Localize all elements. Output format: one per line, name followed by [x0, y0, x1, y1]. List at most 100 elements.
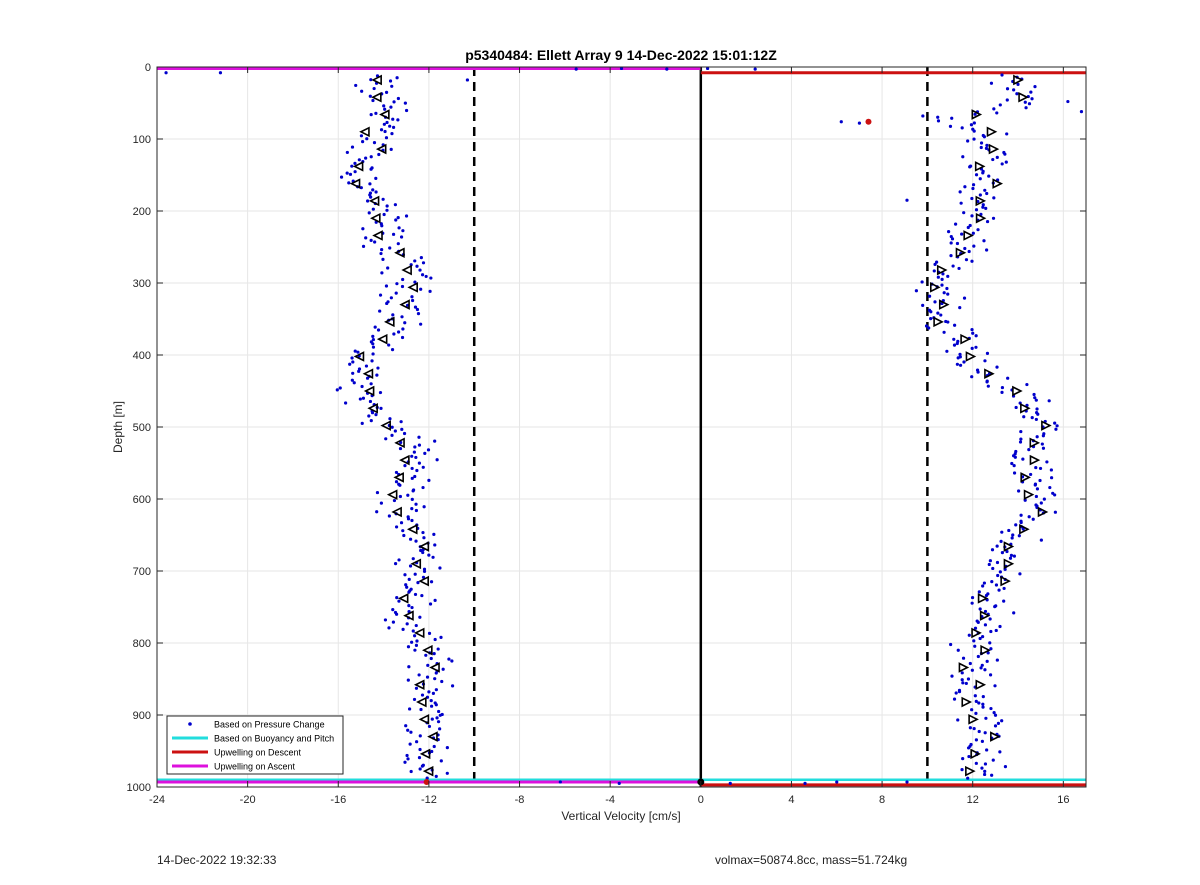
pressure-change-point: [384, 437, 388, 441]
pressure-change-point: [982, 239, 986, 243]
pressure-change-point: [416, 312, 421, 316]
pressure-change-point: [971, 183, 976, 187]
pressure-change-point: [450, 684, 455, 688]
pressure-change-point: [985, 351, 990, 355]
pressure-change-point: [982, 581, 987, 585]
pressure-change-point: [372, 86, 376, 91]
buoyancy-triangle-marker: [399, 299, 410, 310]
pressure-change-point: [436, 647, 440, 651]
pressure-change-point: [1038, 478, 1042, 483]
pressure-change-point: [408, 537, 413, 541]
pressure-change-point: [406, 728, 410, 732]
pressure-change-point: [995, 155, 999, 160]
y-tick-label: 300: [133, 278, 151, 290]
pressure-change-point: [428, 289, 432, 293]
pressure-change-point: [1000, 550, 1004, 555]
pressure-change-point: [1014, 405, 1018, 410]
pressure-change-point: [393, 203, 397, 207]
pressure-change-point: [361, 396, 366, 400]
pressure-change-point: [970, 327, 974, 332]
pressure-change-point: [434, 688, 438, 692]
pressure-change-point: [383, 107, 387, 111]
pressure-change-point: [398, 494, 402, 499]
pressure-change-point: [351, 371, 355, 375]
buoyancy-triangle-marker: [975, 679, 987, 691]
pressure-change-point: [413, 280, 417, 284]
pressure-change-point: [968, 661, 972, 666]
pressure-change-point: [381, 257, 385, 261]
pressure-change-point: [1000, 530, 1004, 534]
buoyancy-triangle-marker: [359, 126, 370, 138]
pressure-change-point: [387, 343, 391, 347]
pressure-change-point: [968, 223, 972, 228]
pressure-change-point: [967, 249, 971, 254]
pressure-change-point: [1031, 517, 1035, 521]
pressure-change-point: [378, 309, 382, 313]
legend-pressure-label: Based on Pressure Change: [214, 720, 325, 730]
pressure-change-point: [344, 401, 348, 405]
pressure-change-point: [970, 601, 974, 605]
pressure-change-point: [371, 342, 375, 346]
pressure-change-point: [401, 529, 405, 533]
pressure-change-point: [974, 345, 978, 349]
buoyancy-triangle-marker: [1019, 523, 1030, 535]
outlier-point: [1066, 99, 1070, 104]
pressure-change-point: [981, 635, 985, 639]
pressure-change-point: [957, 266, 961, 271]
pressure-change-point: [359, 186, 363, 190]
pressure-change-point: [396, 330, 401, 334]
pressure-change-point: [978, 177, 982, 181]
pressure-change-point: [990, 580, 994, 584]
pressure-change-point: [391, 620, 396, 624]
pressure-change-point: [364, 236, 368, 240]
pressure-change-point: [433, 677, 437, 681]
pressure-change-point: [1019, 513, 1023, 517]
pressure-change-point: [988, 559, 992, 563]
pressure-change-point: [416, 581, 420, 585]
pressure-change-point: [927, 326, 931, 330]
pressure-change-point: [392, 332, 396, 336]
pressure-change-point: [983, 731, 987, 735]
pressure-change-point: [407, 577, 411, 582]
pressure-change-point: [985, 380, 989, 384]
pressure-change-point: [963, 246, 967, 251]
pressure-change-point: [420, 693, 425, 697]
pressure-change-point: [401, 229, 405, 233]
pressure-change-point: [421, 261, 426, 265]
pressure-change-point: [369, 167, 373, 171]
pressure-change-point: [418, 734, 422, 738]
pressure-change-point: [433, 637, 437, 642]
legend-box: [166, 715, 344, 775]
pressure-change-point: [348, 172, 353, 176]
pressure-change-point: [961, 681, 965, 685]
pressure-change-point: [425, 695, 430, 699]
pressure-change-point: [1034, 465, 1038, 470]
pressure-change-point: [981, 203, 985, 207]
pressure-change-point: [400, 335, 405, 340]
pressure-change-point: [995, 658, 999, 662]
buoyancy-triangle-marker: [363, 385, 375, 397]
pressure-change-point: [991, 216, 996, 220]
pressure-change-point: [948, 124, 953, 128]
pressure-change-point: [1034, 417, 1038, 422]
pressure-change-point: [429, 699, 433, 703]
pressure-change-point: [972, 137, 976, 141]
pressure-change-point: [1021, 457, 1025, 461]
pressure-change-point: [419, 256, 423, 260]
pressure-change-point: [974, 208, 979, 212]
outlier-point: [164, 71, 168, 75]
pressure-change-point: [401, 627, 405, 631]
pressure-change-point: [415, 307, 420, 312]
outlier-point: [218, 71, 223, 75]
outlier-point: [1079, 110, 1084, 114]
buoyancy-triangle-marker: [936, 264, 948, 276]
pressure-change-point: [403, 321, 407, 325]
buoyancy-triangle-marker: [403, 610, 414, 621]
pressure-change-point: [991, 566, 995, 571]
pressure-change-point: [978, 607, 982, 611]
pressure-change-point: [345, 171, 349, 175]
pressure-change-point: [954, 691, 958, 695]
pressure-change-point: [420, 764, 425, 768]
pressure-change-point: [985, 191, 989, 196]
pressure-change-point: [973, 644, 977, 648]
